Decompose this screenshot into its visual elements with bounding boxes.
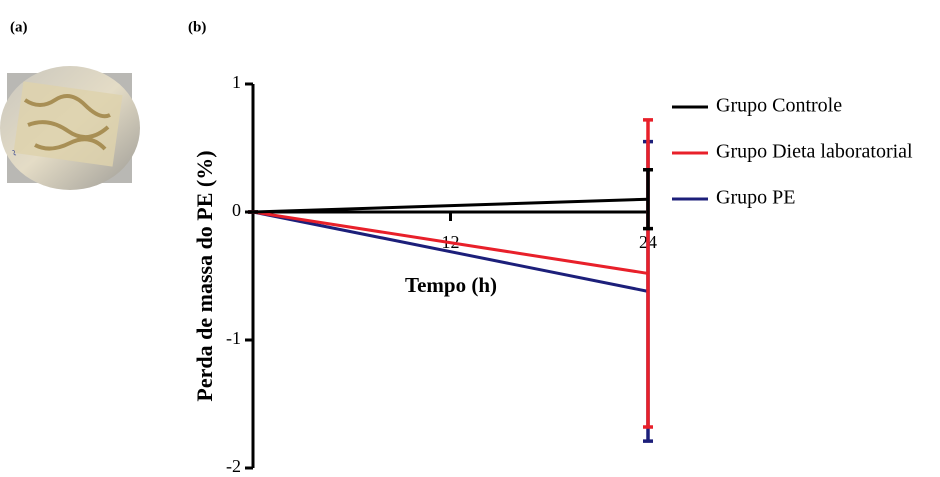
panel-label: (b) [188,19,206,35]
legend-label: Grupo PE [716,187,795,209]
y-tick-label: 0 [232,200,241,220]
series-line [252,210,649,293]
y-tick-label: 1 [232,72,241,92]
x-axis-label: Tempo (h) [405,273,497,297]
y-axis-label: Perda de massa do PE (%) [192,150,217,401]
panel-label: (a) [10,19,28,35]
y-tick-label: -1 [226,328,241,348]
series-line [252,197,649,214]
legend-label: Grupo Controle [716,95,842,117]
y-tick-label: -2 [226,456,241,476]
legend-label: Grupo Dieta laboratorial [716,141,913,163]
photo: ~ [0,66,140,190]
series-line [252,210,649,275]
svg-text:~: ~ [7,147,23,158]
